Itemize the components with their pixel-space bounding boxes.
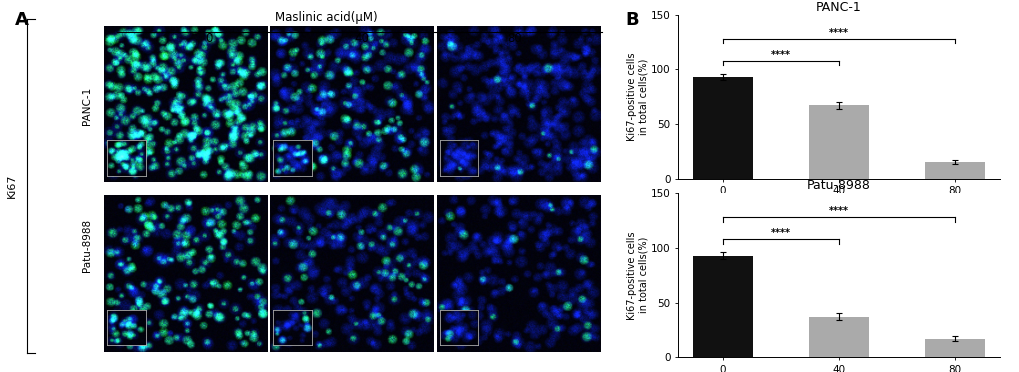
Title: Patu-8988: Patu-8988 bbox=[806, 179, 870, 192]
Bar bbox=[924, 339, 984, 357]
Text: 40: 40 bbox=[355, 32, 369, 45]
Text: ****: **** bbox=[770, 49, 790, 60]
Text: ****: **** bbox=[770, 228, 790, 238]
Bar bbox=[924, 162, 984, 179]
Text: A: A bbox=[15, 11, 30, 29]
Bar bbox=[808, 317, 868, 357]
Title: PANC-1: PANC-1 bbox=[815, 1, 861, 14]
Text: ****: **** bbox=[828, 28, 848, 38]
Text: ****: **** bbox=[828, 206, 848, 217]
Text: B: B bbox=[625, 11, 638, 29]
Y-axis label: Ki67-positive cells
in total cells(%): Ki67-positive cells in total cells(%) bbox=[626, 231, 647, 320]
Y-axis label: Ki67-positive cells
in total cells(%): Ki67-positive cells in total cells(%) bbox=[626, 52, 647, 141]
Text: PANC-1: PANC-1 bbox=[82, 87, 92, 125]
Text: Ki67: Ki67 bbox=[7, 174, 17, 198]
Text: Maslinic acid(μM): Maslinic acid(μM) bbox=[275, 11, 377, 24]
Bar bbox=[692, 256, 752, 357]
Text: 0: 0 bbox=[205, 32, 213, 45]
Text: 80: 80 bbox=[507, 32, 522, 45]
Text: Patu-8988: Patu-8988 bbox=[82, 219, 92, 272]
Bar bbox=[692, 77, 752, 179]
Bar bbox=[808, 105, 868, 179]
